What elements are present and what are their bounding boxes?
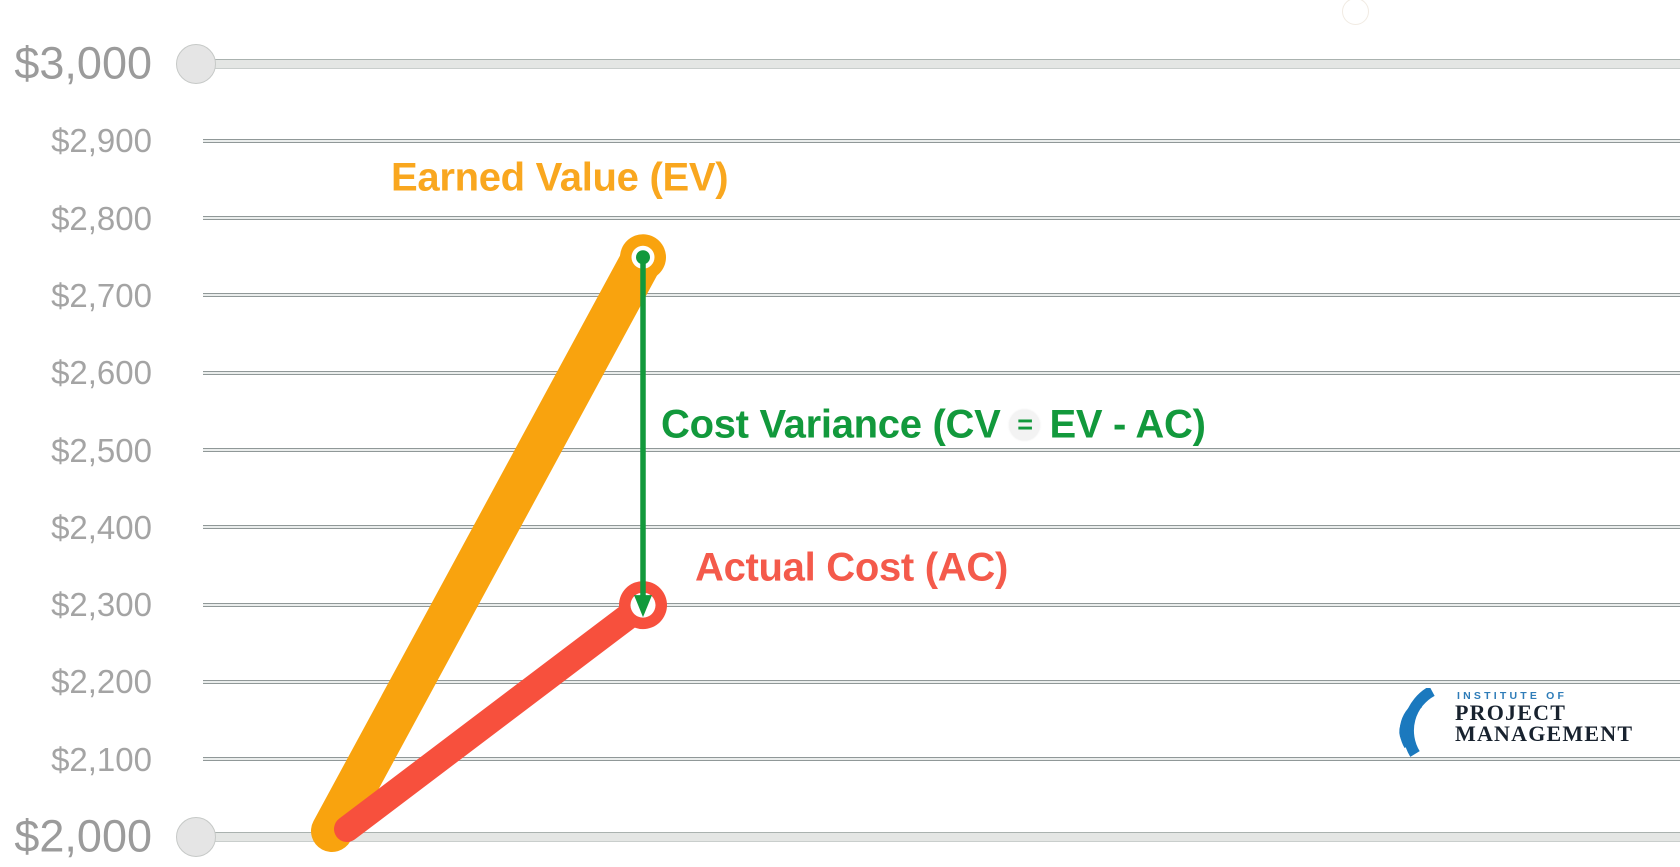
gridline-2700 [203, 293, 1680, 298]
logo-management: MANAGEMENT [1455, 720, 1634, 746]
earned-value-marker [620, 234, 666, 281]
y-tick-label-3000: $3,000 [14, 37, 152, 89]
gridline-2200 [203, 679, 1680, 684]
gridline-2600 [203, 370, 1680, 375]
earned-value-line [311, 236, 664, 852]
gridline-2300 [203, 602, 1680, 607]
earned-value-label-text: Earned Value (EV) [391, 155, 729, 200]
actual-cost-label-text: Actual Cost (AC) [695, 545, 1008, 590]
cost-variance-label-pre: Cost Variance (CV [661, 402, 1001, 447]
y-tick-label-2300: $2,300 [51, 585, 152, 623]
ipm-logo: INSTITUTE OF PROJECT MANAGEMENT [1394, 688, 1633, 758]
axis-end-dot-2000 [176, 817, 216, 857]
earned-value-label: Earned Value (EV) [391, 155, 729, 201]
ipm-logo-text: INSTITUTE OF PROJECT MANAGEMENT [1455, 688, 1633, 744]
y-tick-label-2700: $2,700 [51, 276, 152, 314]
actual-cost-label: Actual Cost (AC) [695, 546, 1008, 591]
gridline-2500 [203, 448, 1680, 452]
logo-institute-of: INSTITUTE OF [1457, 690, 1568, 702]
actual-cost-line [334, 592, 656, 842]
y-tick-label-2100: $2,100 [51, 740, 152, 778]
gridline-2900 [203, 138, 1680, 143]
white-dot [1342, 0, 1369, 25]
y-tick-label-2800: $2,800 [51, 199, 152, 237]
y-tick-label-2600: $2,600 [51, 354, 152, 392]
axis-end-dot-3000 [176, 44, 216, 84]
equals-badge: = [1009, 409, 1041, 441]
ipm-logo-waves-icon [1399, 688, 1435, 757]
gridline-2400 [203, 525, 1680, 530]
y-tick-label-2900: $2,900 [51, 122, 152, 160]
equals-sign: = [1017, 409, 1033, 440]
gridline-2000 [190, 832, 1680, 842]
gridline-3000 [190, 59, 1680, 69]
y-tick-label-2000: $2,000 [14, 810, 152, 862]
cost-variance-label-post: EV - AC) [1049, 402, 1206, 447]
logo-project: PROJECT [1455, 700, 1567, 725]
gridline-2800 [203, 216, 1680, 221]
cost-variance-arrow [634, 259, 652, 618]
cost-variance-label: Cost Variance (CV = EV - AC) [661, 403, 1206, 448]
y-tick-label-2500: $2,500 [51, 431, 152, 469]
gridline-2100 [203, 757, 1680, 762]
y-tick-label-2200: $2,200 [51, 663, 152, 701]
y-tick-label-2400: $2,400 [51, 508, 152, 546]
